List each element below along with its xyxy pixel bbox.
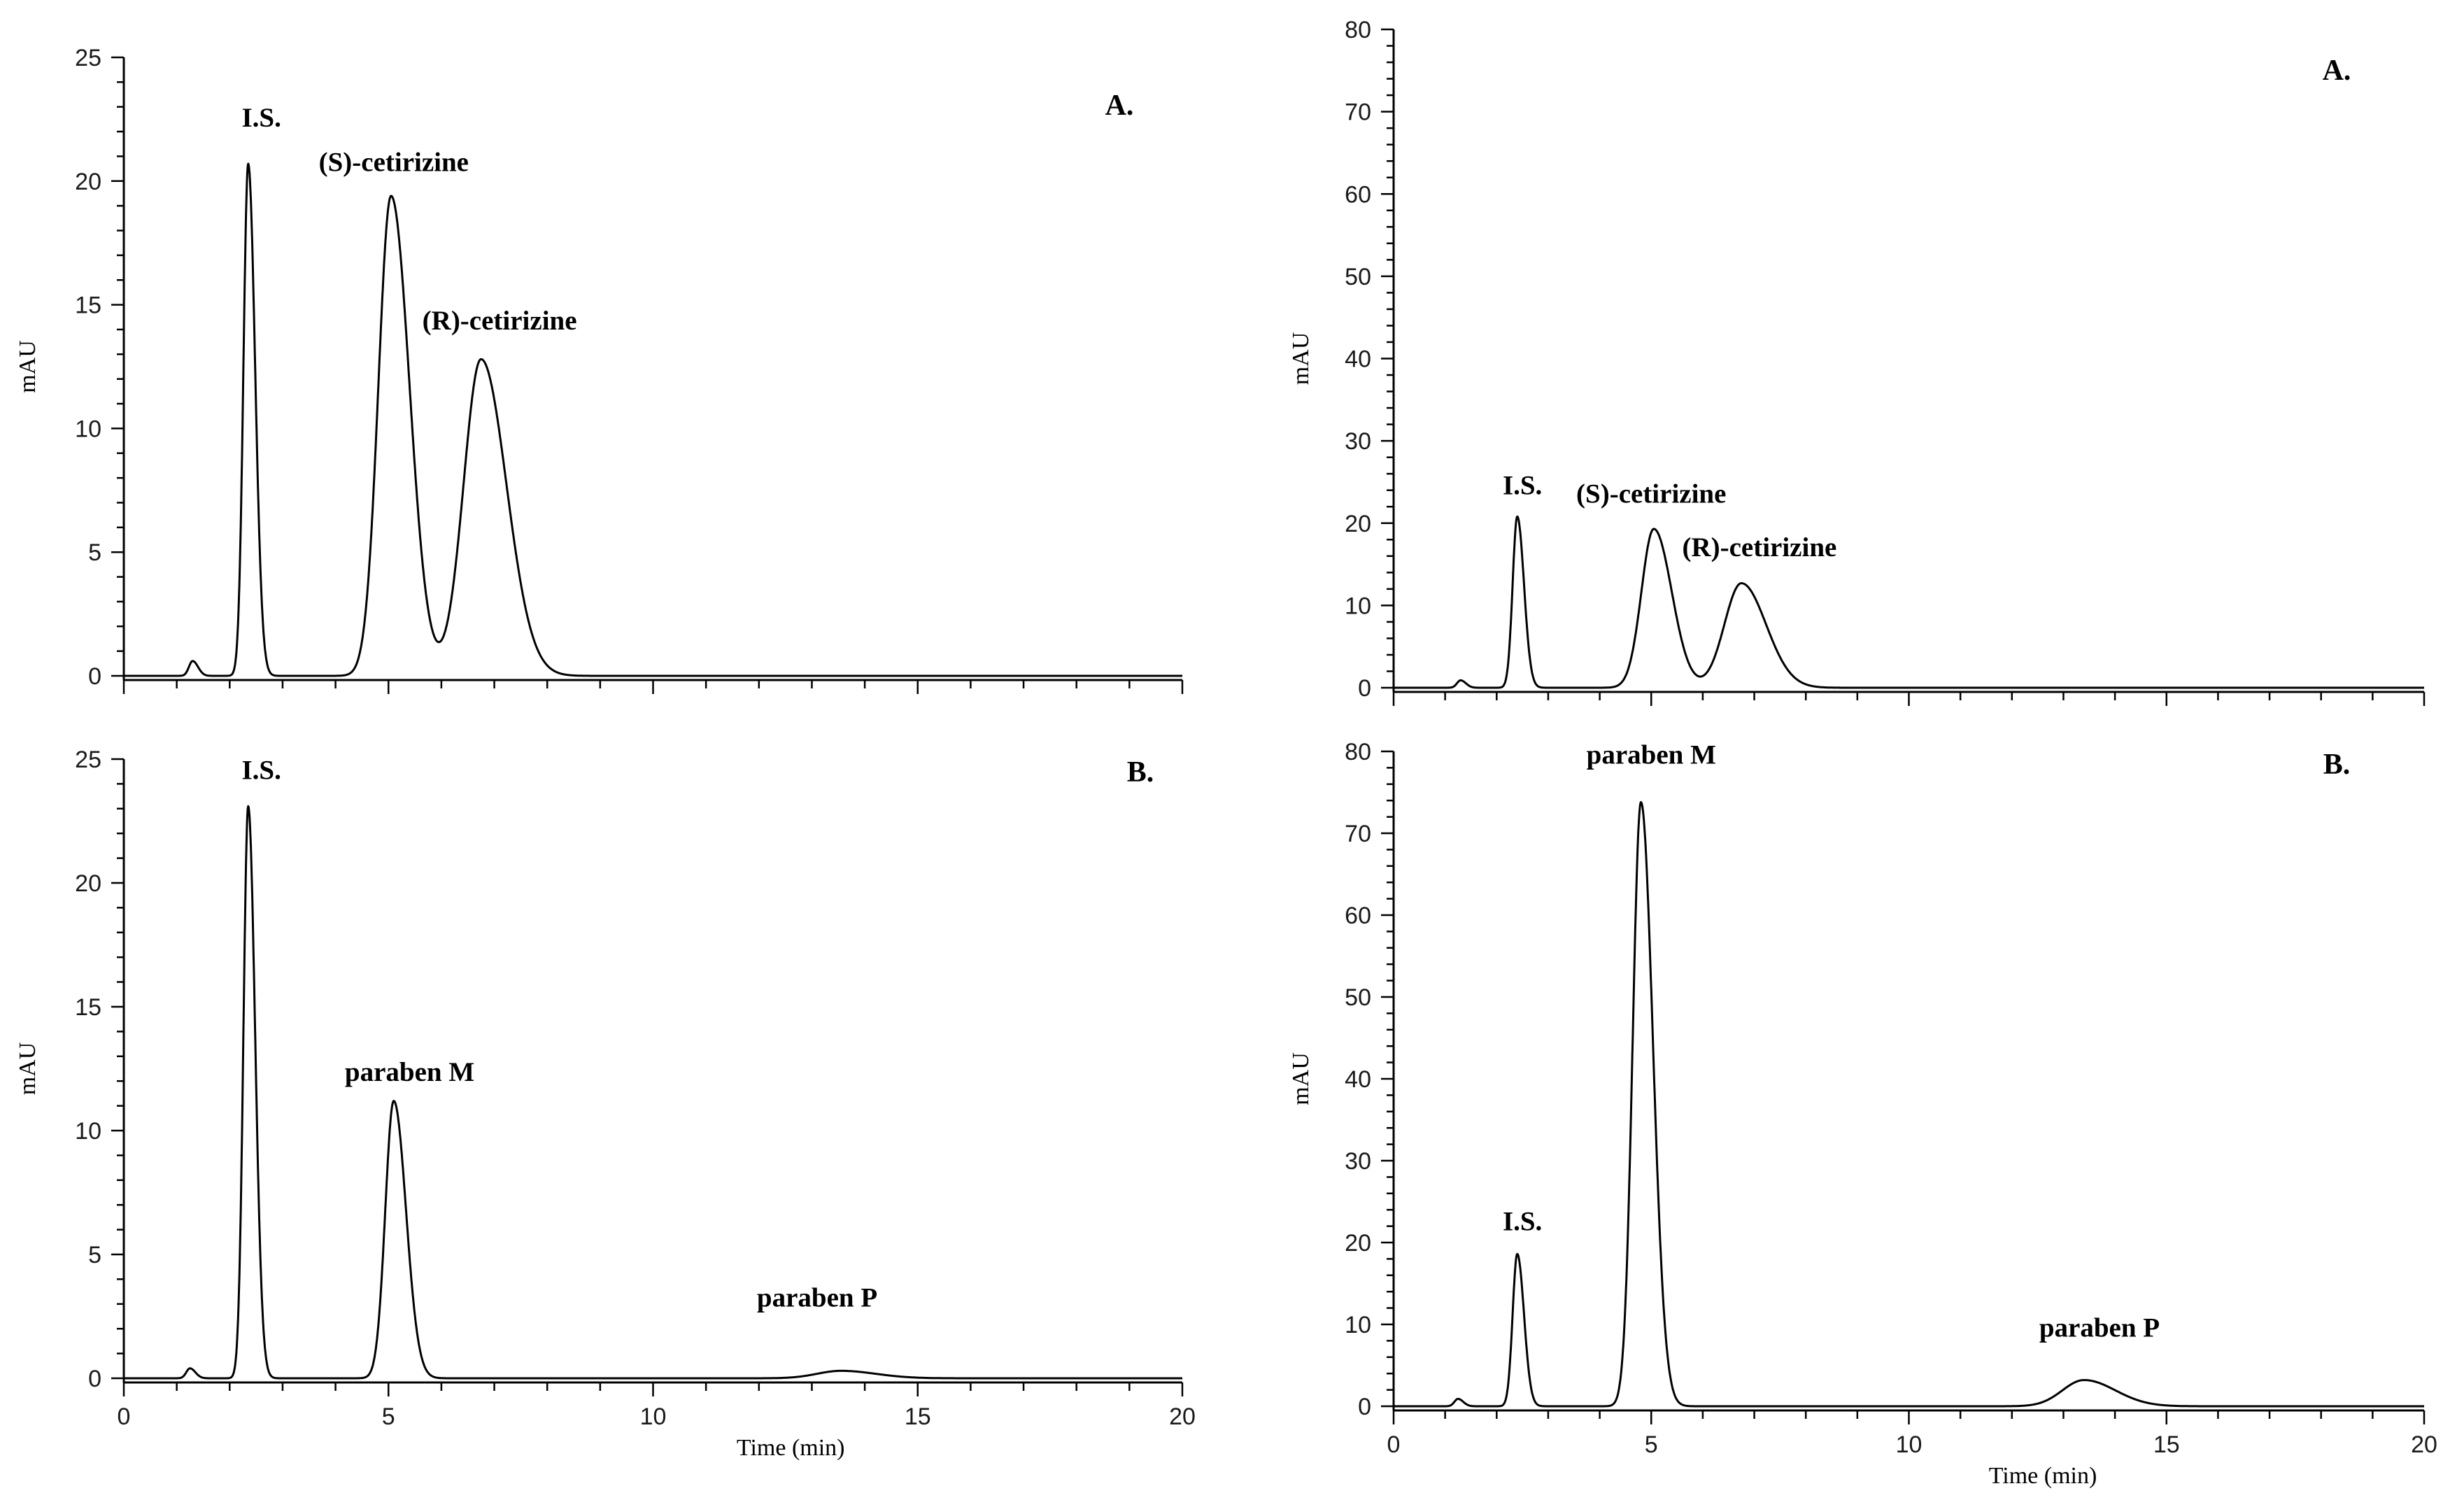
x-axis-label: Time (min)	[737, 1435, 845, 1461]
y-tick-label: 25	[75, 45, 101, 71]
peak-label: I.S.	[1503, 471, 1542, 501]
y-tick-label: 0	[88, 1366, 101, 1392]
y-tick-label: 20	[1345, 511, 1371, 537]
peak-label: (R)-cetirizine	[423, 306, 577, 336]
y-tick-label: 60	[1345, 181, 1371, 208]
x-tick-label: 15	[905, 1403, 931, 1430]
x-tick-label: 5	[1645, 1431, 1658, 1458]
y-tick-label: 50	[1345, 984, 1371, 1011]
peak-label: I.S.	[242, 755, 281, 785]
x-tick-label: 15	[2153, 1431, 2180, 1458]
x-tick-label: 20	[1169, 1403, 1196, 1430]
y-tick-label: 10	[1345, 593, 1371, 619]
y-tick-label: 80	[1345, 739, 1371, 765]
y-tick-label: 5	[88, 1242, 101, 1268]
y-tick-label: 15	[75, 994, 101, 1021]
chromatogram-panel-bottom-left: 0 5 10 15 20 25 0 5 10 15 20 mAU Time (min) I.S. parab…	[15, 747, 1196, 1461]
y-tick-label: 70	[1345, 99, 1371, 126]
chromatogram-trace	[123, 805, 1183, 1380]
peak-label: (S)-cetirizine	[319, 148, 469, 178]
chromatogram-trace	[1393, 515, 2425, 689]
peak-label: (R)-cetirizine	[1682, 532, 1836, 562]
y-tick-label: 50	[1345, 264, 1371, 290]
x-axis-label: Time (min)	[1989, 1463, 2097, 1489]
peak-label: I.S.	[1503, 1206, 1542, 1236]
chromatogram-trace	[1393, 801, 2425, 1408]
peak-label: paraben P	[757, 1282, 877, 1312]
peak-label: (S)-cetirizine	[1576, 479, 1726, 509]
x-tick-label: 20	[2411, 1431, 2437, 1458]
panel-label: B.	[2323, 749, 2351, 781]
panel-label: A.	[1105, 90, 1134, 122]
y-axis-label: mAU	[1288, 332, 1314, 385]
y-tick-label: 20	[75, 870, 101, 897]
y-tick-label: 20	[75, 169, 101, 195]
peak-label: I.S.	[242, 103, 281, 133]
y-tick-label: 20	[1345, 1230, 1371, 1257]
y-tick-label: 60	[1345, 903, 1371, 929]
y-tick-label: 40	[1345, 1066, 1371, 1093]
y-axis-label: mAU	[15, 340, 41, 393]
y-tick-label: 30	[1345, 428, 1371, 455]
y-tick-label: 70	[1345, 821, 1371, 847]
y-tick-label: 80	[1345, 17, 1371, 43]
chromatogram-panel-top-right: 0 10 20 30 40 50 60 70 80 mAU I.S. (S)-cetirizine (R…	[1288, 17, 2426, 706]
x-tick-label: 5	[382, 1403, 395, 1430]
y-axis-label: mAU	[15, 1042, 41, 1096]
panel-label: A.	[2323, 55, 2351, 87]
y-tick-label: 5	[88, 539, 101, 566]
y-tick-label: 10	[75, 416, 101, 442]
x-tick-label: 0	[118, 1403, 131, 1430]
chromatogram-trace	[123, 162, 1183, 677]
x-tick-label: 0	[1387, 1431, 1401, 1458]
y-axis-label: mAU	[1288, 1052, 1314, 1105]
peak-label: paraben P	[2039, 1313, 2160, 1343]
y-tick-label: 10	[75, 1118, 101, 1145]
y-tick-label: 30	[1345, 1148, 1371, 1175]
peak-label: paraben M	[1587, 740, 1716, 770]
x-tick-label: 10	[1896, 1431, 1923, 1458]
chromatogram-panel-top-left: 0 5 10 15 20 25 mAU I.S. (S)-cetirizine (R)-cetir…	[15, 45, 1184, 694]
y-tick-label: 0	[88, 663, 101, 690]
panel-label: B.	[1127, 756, 1154, 788]
y-tick-label: 0	[1358, 675, 1371, 702]
peak-label: paraben M	[345, 1057, 474, 1087]
y-tick-label: 10	[1345, 1312, 1371, 1338]
x-tick-label: 10	[640, 1403, 667, 1430]
y-tick-label: 0	[1358, 1394, 1371, 1420]
y-tick-label: 40	[1345, 346, 1371, 373]
chromatogram-panel-bottom-right: 0 10 20 30 40 50 60 70 80 0 5 10 15 20 mAU Time (min) I.…	[1288, 739, 2437, 1489]
y-tick-label: 25	[75, 747, 101, 773]
y-tick-label: 15	[75, 292, 101, 319]
